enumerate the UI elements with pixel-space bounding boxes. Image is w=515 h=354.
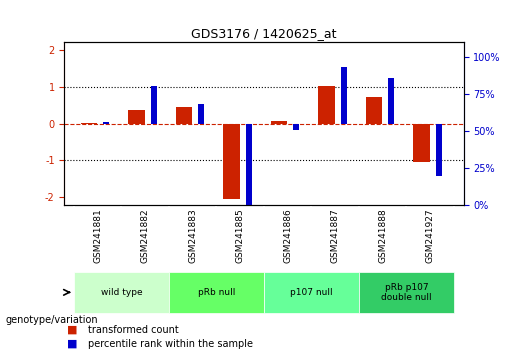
Title: GDS3176 / 1420625_at: GDS3176 / 1420625_at bbox=[191, 27, 337, 40]
FancyBboxPatch shape bbox=[359, 272, 454, 313]
Bar bbox=[104, 122, 109, 124]
Bar bbox=[388, 78, 394, 124]
FancyBboxPatch shape bbox=[74, 272, 169, 313]
Text: percentile rank within the sample: percentile rank within the sample bbox=[88, 339, 252, 349]
Bar bbox=[271, 121, 287, 124]
Text: GSM241886: GSM241886 bbox=[283, 208, 292, 263]
Text: ■: ■ bbox=[67, 325, 77, 335]
Bar bbox=[198, 104, 204, 124]
Text: transformed count: transformed count bbox=[88, 325, 178, 335]
Bar bbox=[151, 86, 157, 124]
Bar bbox=[176, 107, 193, 124]
Bar bbox=[294, 124, 299, 130]
Bar bbox=[81, 123, 97, 124]
Text: GSM241927: GSM241927 bbox=[426, 208, 435, 263]
Bar bbox=[246, 124, 252, 205]
Bar bbox=[341, 67, 347, 124]
Text: GSM241883: GSM241883 bbox=[188, 208, 197, 263]
Bar bbox=[414, 124, 430, 162]
FancyBboxPatch shape bbox=[169, 272, 264, 313]
Bar bbox=[436, 124, 442, 176]
FancyBboxPatch shape bbox=[264, 272, 359, 313]
Bar bbox=[224, 124, 240, 199]
Bar bbox=[128, 110, 145, 124]
Text: GSM241885: GSM241885 bbox=[236, 208, 245, 263]
Text: ■: ■ bbox=[67, 339, 77, 349]
Text: GSM241887: GSM241887 bbox=[331, 208, 340, 263]
Text: wild type: wild type bbox=[100, 288, 142, 297]
Bar bbox=[318, 86, 335, 124]
Text: p107 null: p107 null bbox=[290, 288, 333, 297]
Text: genotype/variation: genotype/variation bbox=[5, 315, 98, 325]
Text: GSM241882: GSM241882 bbox=[141, 208, 150, 263]
Bar bbox=[366, 97, 383, 124]
Text: GSM241881: GSM241881 bbox=[93, 208, 102, 263]
Text: GSM241888: GSM241888 bbox=[378, 208, 387, 263]
Text: pRb p107
double null: pRb p107 double null bbox=[381, 282, 432, 302]
Text: pRb null: pRb null bbox=[198, 288, 235, 297]
